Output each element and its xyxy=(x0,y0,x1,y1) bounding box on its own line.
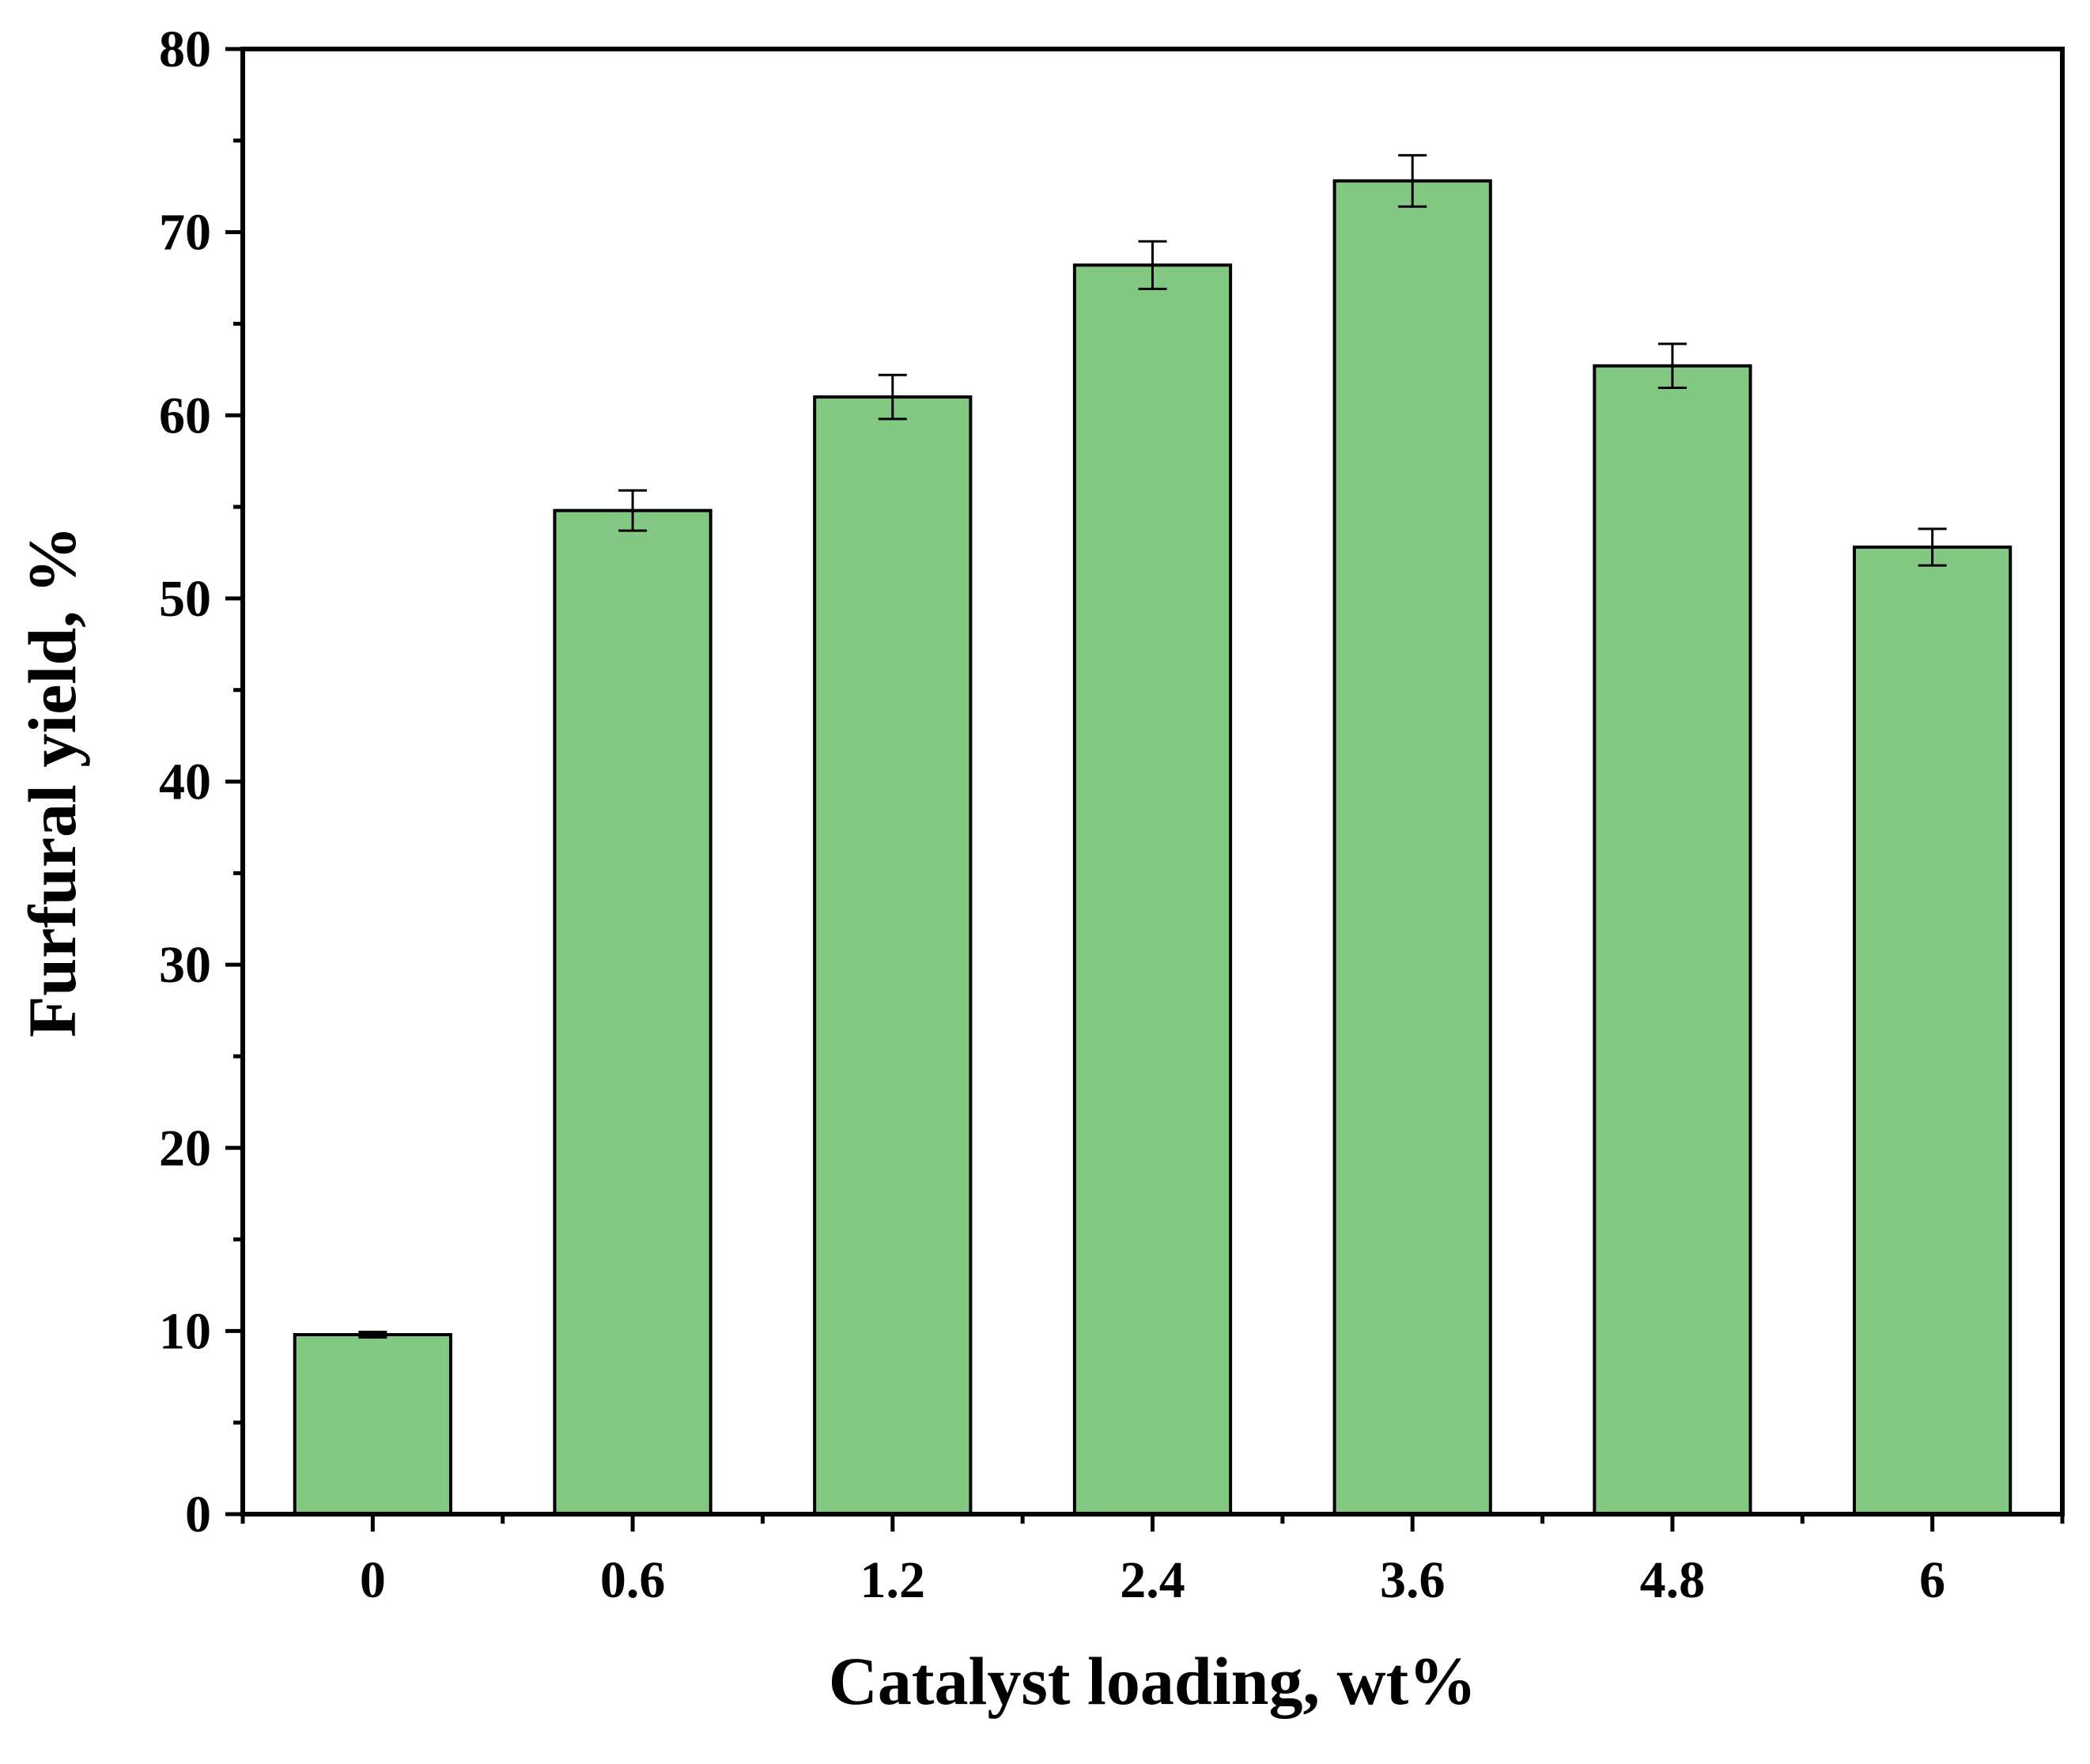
error-bar-4.8 xyxy=(1657,342,1687,390)
bars-layer xyxy=(293,179,2013,1517)
error-bar-6 xyxy=(1918,527,1947,567)
error-bar-1.2 xyxy=(878,373,907,421)
error-bar-0.6 xyxy=(618,489,648,532)
y-tick-label: 50 xyxy=(159,570,211,628)
x-tick-label: 2.4 xyxy=(1120,1551,1185,1609)
x-tick-label: 1.2 xyxy=(860,1551,926,1609)
y-tick-label: 70 xyxy=(159,204,211,262)
x-tick-label: 3.6 xyxy=(1380,1551,1446,1609)
x-axis-title: Catalyst loading, wt% xyxy=(829,1643,1476,1719)
y-tick-label: 60 xyxy=(159,387,211,444)
y-tick-label: 20 xyxy=(159,1120,211,1177)
x-tick-label: 0.6 xyxy=(600,1551,666,1609)
x-axis-ticks: 0 0.6 1.2 2.4 3.6 4.8 6 xyxy=(240,1514,2065,1609)
error-bar-2.4 xyxy=(1138,240,1167,290)
bar-2.4 xyxy=(1072,263,1233,1516)
y-tick-label: 10 xyxy=(159,1302,211,1360)
error-bar-0 xyxy=(358,1331,387,1339)
bar-0.6 xyxy=(553,508,712,1517)
bar-4.8 xyxy=(1593,364,1752,1516)
bar-3.6 xyxy=(1332,179,1492,1516)
error-bar-3.6 xyxy=(1398,153,1427,208)
y-axis-ticks: 0 10 20 30 40 50 60 70 80 xyxy=(159,21,243,1543)
bar-0 xyxy=(293,1333,452,1516)
bar-1.2 xyxy=(813,395,973,1516)
y-tick-label: 80 xyxy=(159,21,211,78)
error-bars-layer xyxy=(358,153,1947,1339)
y-tick-label: 30 xyxy=(159,936,211,994)
x-tick-label: 4.8 xyxy=(1640,1551,1706,1609)
bar-6 xyxy=(1853,546,2013,1516)
y-tick-label: 0 xyxy=(185,1486,211,1543)
x-tick-label: 0 xyxy=(360,1551,386,1609)
y-tick-label: 40 xyxy=(159,754,211,811)
y-axis-title: Furfural yield, % xyxy=(14,526,90,1037)
x-tick-label: 6 xyxy=(1919,1551,1945,1609)
